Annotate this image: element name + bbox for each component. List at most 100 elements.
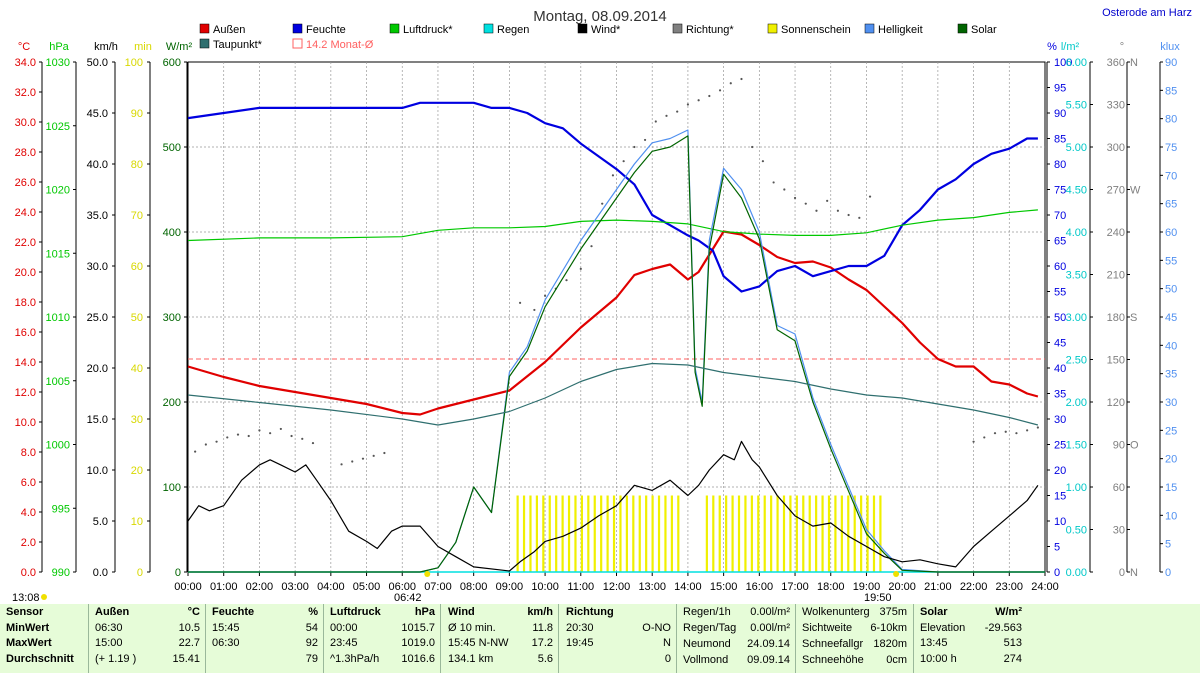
direction-dot bbox=[215, 440, 218, 443]
sunshine-bar bbox=[535, 495, 538, 572]
y-tick-label: 1020 bbox=[46, 185, 70, 197]
y-tick-label: 30 bbox=[1054, 414, 1066, 426]
legend-label: Solar bbox=[971, 24, 997, 36]
table-separator bbox=[558, 604, 559, 673]
sunshine-bar bbox=[529, 495, 532, 572]
direction-dot bbox=[751, 145, 754, 149]
direction-dot bbox=[1036, 426, 1039, 429]
table-row-label: MinWert bbox=[6, 622, 50, 634]
y-tick-label: 4.0 bbox=[21, 507, 36, 519]
y-tick-label: 55 bbox=[1165, 255, 1177, 267]
y-tick-label: 65 bbox=[1054, 236, 1066, 248]
y-tick-label: 0 bbox=[1054, 567, 1060, 579]
weather-chart: Montag, 08.09.2014 Osterode am Harz 00:00 0… bbox=[12, 7, 1192, 604]
y-tick-label: 4.00 bbox=[1066, 227, 1087, 239]
table-cell: Schneefallgr bbox=[802, 638, 864, 650]
y-tick-label: 100 bbox=[125, 57, 143, 69]
y-tick-label: 70 bbox=[1054, 210, 1066, 222]
direction-label: N bbox=[1130, 57, 1138, 69]
sunshine-bar bbox=[802, 495, 805, 572]
y-tick-label: 70 bbox=[1165, 170, 1177, 182]
sunshine-bar bbox=[879, 495, 882, 572]
direction-dot bbox=[676, 110, 679, 113]
table-separator bbox=[323, 604, 324, 673]
direction-dot bbox=[290, 434, 293, 438]
y-tick-label: 1030 bbox=[46, 57, 70, 69]
y-tick-label: 80 bbox=[1165, 114, 1177, 126]
x-tick-label: 00:00 bbox=[174, 581, 202, 593]
x-tick-label: 23:00 bbox=[996, 581, 1024, 593]
y-tick-label: 55 bbox=[1054, 287, 1066, 299]
sunshine-bar bbox=[737, 495, 741, 572]
y-tick-label: 20 bbox=[131, 465, 143, 477]
direction-dot bbox=[269, 432, 272, 435]
table-value: 17.2 bbox=[531, 637, 553, 649]
x-tick-label: 08:00 bbox=[460, 581, 488, 593]
sunshine-bar bbox=[840, 495, 843, 572]
x-tick-label: 06:00 bbox=[388, 581, 416, 593]
y-tick-label: 10 bbox=[1054, 516, 1066, 528]
direction-dot bbox=[518, 301, 522, 304]
sunshine-bar bbox=[664, 495, 667, 572]
table-value: 1015.7 bbox=[401, 622, 435, 634]
x-tick-label: 22:00 bbox=[960, 581, 988, 593]
table-cell: Vollmond bbox=[683, 654, 729, 666]
sunset-icon bbox=[893, 571, 900, 577]
y-tick-label: 80 bbox=[131, 159, 143, 171]
direction-dot bbox=[858, 216, 861, 219]
y-tick-label: 15 bbox=[1054, 491, 1066, 503]
legend-swatch bbox=[864, 23, 875, 34]
y-tick-label: 80 bbox=[1054, 159, 1066, 171]
table-value: 513 bbox=[1003, 637, 1022, 649]
direction-dot bbox=[793, 196, 797, 200]
y-tick-label: 10.0 bbox=[15, 417, 36, 429]
direction-dot bbox=[729, 82, 732, 85]
y-tick-label: 270 bbox=[1107, 185, 1125, 197]
y-tick-label: 40 bbox=[1054, 363, 1066, 375]
y-tick-label: 45 bbox=[1165, 312, 1177, 324]
direction-label: S bbox=[1130, 312, 1137, 324]
y-tick-label: 0.00 bbox=[1066, 567, 1087, 579]
y-tick-label: 1005 bbox=[46, 376, 70, 388]
table-cell: 06:30 bbox=[95, 622, 123, 634]
table-cell: 13:45 bbox=[920, 637, 948, 649]
legend-swatch bbox=[199, 23, 210, 34]
table-header: Richtung bbox=[566, 606, 614, 618]
table-cell: Neumond bbox=[683, 638, 731, 650]
table-row-label: Durchschnitt bbox=[6, 653, 74, 665]
legend-swatch bbox=[672, 23, 683, 34]
direction-dot bbox=[258, 429, 261, 432]
legend-swatch bbox=[483, 23, 494, 34]
table-value: 24.09.14 bbox=[747, 638, 790, 650]
legend-swatch bbox=[292, 23, 303, 34]
direction-dot bbox=[643, 138, 647, 142]
sunshine-bar bbox=[561, 495, 564, 572]
y-tick-label: 1.00 bbox=[1066, 482, 1087, 494]
y-tick-label: 210 bbox=[1107, 270, 1125, 282]
y-tick-label: 25 bbox=[1054, 440, 1066, 452]
y-tick-label: 45 bbox=[1054, 338, 1066, 350]
sunshine-bar bbox=[795, 495, 798, 572]
table-cell: 19:45 bbox=[566, 637, 594, 649]
x-tick-label: 14:00 bbox=[674, 581, 702, 593]
legend-label: Regen bbox=[497, 24, 529, 36]
y-tick-label: 120 bbox=[1107, 397, 1125, 409]
table-value: 6-10km bbox=[870, 622, 907, 634]
x-tick-label: 17:00 bbox=[781, 581, 809, 593]
direction-dot bbox=[686, 103, 690, 106]
direction-dot bbox=[697, 99, 700, 102]
table-value: 375m bbox=[879, 606, 907, 618]
table-value: 5.6 bbox=[537, 653, 553, 665]
axis-unit-°C: °C bbox=[18, 41, 30, 53]
direction-dot bbox=[836, 209, 839, 212]
table-separator bbox=[440, 604, 441, 673]
direction-dot bbox=[383, 451, 386, 455]
statistics-table: Sensor MinWert MaxWert Durchschnitt Außen °C 0… bbox=[0, 604, 1200, 673]
y-tick-label: 30.0 bbox=[87, 261, 108, 273]
table-value: 15.41 bbox=[172, 653, 200, 665]
direction-dot bbox=[1004, 430, 1007, 433]
direction-dot bbox=[543, 294, 547, 297]
y-tick-label: 75 bbox=[1165, 142, 1177, 154]
table-header: Sensor bbox=[6, 606, 44, 618]
sunshine-bar bbox=[645, 495, 648, 572]
